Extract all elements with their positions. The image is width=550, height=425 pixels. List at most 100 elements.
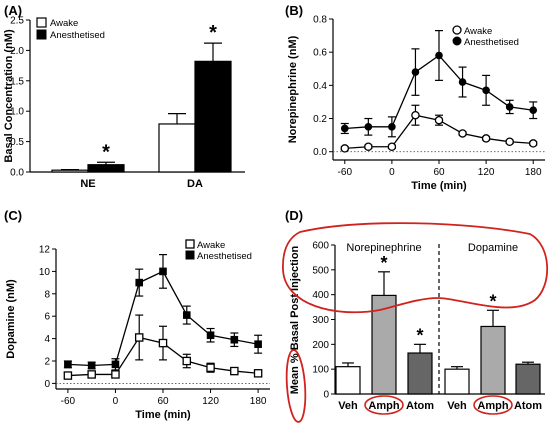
panel-d-x-tick-label: Veh bbox=[338, 400, 358, 412]
panel-c-y-tick-label: 6 bbox=[44, 312, 50, 323]
panel-a-label: (A) bbox=[4, 3, 22, 18]
panel-b-x-tick-label: 180 bbox=[525, 167, 542, 178]
panel-c-point bbox=[230, 366, 239, 376]
panel-b-point bbox=[528, 139, 538, 148]
panel-b-point bbox=[435, 51, 443, 60]
panel-c-x-tick-label: 60 bbox=[157, 396, 169, 407]
panel-c-point bbox=[182, 356, 192, 366]
panel-b-x-tick-label: 0 bbox=[389, 167, 395, 178]
panel-b-point bbox=[388, 123, 396, 131]
panel-c-point bbox=[87, 361, 96, 370]
panel-c-point bbox=[158, 338, 168, 348]
panel-c-point bbox=[63, 371, 73, 380]
panel-c-y-tick-label: 12 bbox=[39, 245, 51, 256]
panel-a-legend-swatch bbox=[36, 17, 47, 28]
panel-d-red-annotation-ellipse bbox=[282, 222, 549, 314]
panel-d-bar bbox=[515, 363, 541, 395]
panel-b-y-tick-label: 0.6 bbox=[313, 48, 327, 59]
panel-d-y-axis-title: Mean % Basal Post Injection bbox=[289, 245, 301, 394]
panel-c-x-axis-title: Time (min) bbox=[135, 409, 191, 421]
panel-d-x-tick-label: Atom bbox=[406, 400, 434, 412]
panel-b-legend-swatch bbox=[452, 25, 462, 35]
panel-c-point bbox=[111, 360, 120, 369]
panel-c-legend-swatch bbox=[185, 239, 195, 249]
panel-d-y-tick-label: 500 bbox=[312, 265, 329, 276]
panel-d-x-tick-label: Amph bbox=[477, 400, 508, 412]
panel-a-y-tick-label: 2.5 bbox=[10, 16, 24, 27]
panel-b-y-tick-label: 0.2 bbox=[313, 114, 327, 125]
panel-c-y-tick-label: 10 bbox=[39, 267, 51, 278]
panel-d-red-annotation-amph bbox=[473, 395, 513, 415]
panel-a-significance-star: * bbox=[209, 22, 217, 44]
panel-b-point bbox=[340, 124, 349, 133]
panel-c-x-tick-label: 120 bbox=[202, 396, 219, 407]
panel-d-y-tick-label: 100 bbox=[312, 365, 329, 376]
panel-c-point bbox=[159, 267, 167, 276]
panel-a-significance-star: * bbox=[102, 141, 110, 163]
panel-c-point bbox=[206, 363, 215, 372]
panel-c-point bbox=[230, 335, 239, 344]
panel-c-x-tick-label: -60 bbox=[61, 396, 76, 407]
panel-d-significance-star: * bbox=[489, 291, 496, 311]
panel-d-group-title: Norepinephrine bbox=[346, 242, 421, 254]
panel-d-y-tick-label: 400 bbox=[312, 290, 329, 301]
panel-c-point bbox=[254, 340, 262, 348]
panel-b-point bbox=[387, 142, 397, 151]
panel-d-red-annotation-amph bbox=[364, 395, 404, 415]
panel-c-x-tick-label: 0 bbox=[113, 396, 119, 407]
panel-b-point bbox=[505, 103, 514, 111]
panel-c-point bbox=[253, 369, 263, 378]
panel-c-point bbox=[135, 278, 144, 287]
panel-b-legend-label: Anesthetised bbox=[464, 37, 519, 48]
panel-d-bar bbox=[480, 325, 506, 395]
panel-c-y-tick-label: 0 bbox=[44, 379, 50, 390]
panel-c-point bbox=[182, 311, 191, 319]
panel-c-legend-swatch bbox=[185, 250, 195, 260]
panel-b-y-tick-label: 0.4 bbox=[313, 81, 327, 92]
panel-d-label: (D) bbox=[285, 208, 303, 223]
panel-a-y-tick-label: 1.5 bbox=[10, 76, 24, 87]
panel-c-y-axis-title: Dopamine (nM) bbox=[5, 279, 17, 359]
panel-b-y-tick-label: 0.0 bbox=[313, 147, 327, 158]
panel-d-bar bbox=[444, 368, 470, 395]
panel-c-point bbox=[111, 370, 120, 379]
panel-a-y-tick-label: 0.5 bbox=[10, 137, 24, 148]
panel-b-x-axis-title: Time (min) bbox=[411, 180, 467, 192]
panel-c-point bbox=[64, 360, 72, 369]
panel-b-point bbox=[481, 134, 491, 143]
panel-b-point bbox=[458, 78, 467, 86]
panel-c-x-tick-label: 180 bbox=[250, 396, 267, 407]
panel-b-point bbox=[364, 123, 373, 131]
panel-d-significance-star: * bbox=[380, 253, 387, 273]
panel-b-y-tick-label: 0.8 bbox=[313, 15, 327, 26]
panel-a-x-tick-label: DA bbox=[187, 178, 203, 190]
panel-b-y-axis-title: Norepinephrine (nM) bbox=[287, 35, 299, 143]
panel-b-point bbox=[482, 86, 490, 95]
panel-d: (D) 0 100 200 300 400 500 600 Mean % Basal Post … bbox=[282, 208, 549, 423]
panel-a-y-tick-label: 0.0 bbox=[10, 168, 24, 179]
panel-d-group-title: Dopamine bbox=[468, 242, 518, 254]
panel-b-label: (B) bbox=[285, 3, 303, 18]
panel-d-y-tick-label: 300 bbox=[312, 315, 329, 326]
panel-d-y-tick-label: 200 bbox=[312, 340, 329, 351]
panel-d-y-tick-label: 600 bbox=[312, 241, 329, 252]
panel-c-y-tick-label: 2 bbox=[44, 357, 50, 368]
panel-a-y-axis-title: Basal Concentration (nM) bbox=[3, 29, 15, 163]
panel-b-point bbox=[505, 137, 514, 147]
panel-a-y-tick-label: 1.0 bbox=[10, 107, 24, 118]
panel-c-y-tick-label: 4 bbox=[44, 334, 50, 345]
panel-a-legend-swatch bbox=[36, 29, 47, 40]
panel-a-y-tick-label: 2.0 bbox=[10, 46, 24, 57]
panel-c-legend-label: Anesthetised bbox=[197, 251, 252, 262]
panel-d-bar bbox=[407, 352, 433, 395]
panel-d-bar bbox=[335, 366, 361, 395]
panel-c: (C) 0 2 4 6 8 10 12 -60 0 60 120 180 Time (min) Dopami… bbox=[4, 208, 270, 421]
panel-a-legend-label: Awake bbox=[50, 18, 78, 29]
panel-b-point bbox=[340, 144, 350, 153]
panel-c-point bbox=[206, 331, 215, 340]
panel-b-point bbox=[411, 110, 420, 120]
panel-c-label: (C) bbox=[4, 208, 22, 223]
panel-c-y-tick-label: 8 bbox=[44, 289, 50, 300]
panel-b-legend-swatch bbox=[452, 36, 462, 46]
